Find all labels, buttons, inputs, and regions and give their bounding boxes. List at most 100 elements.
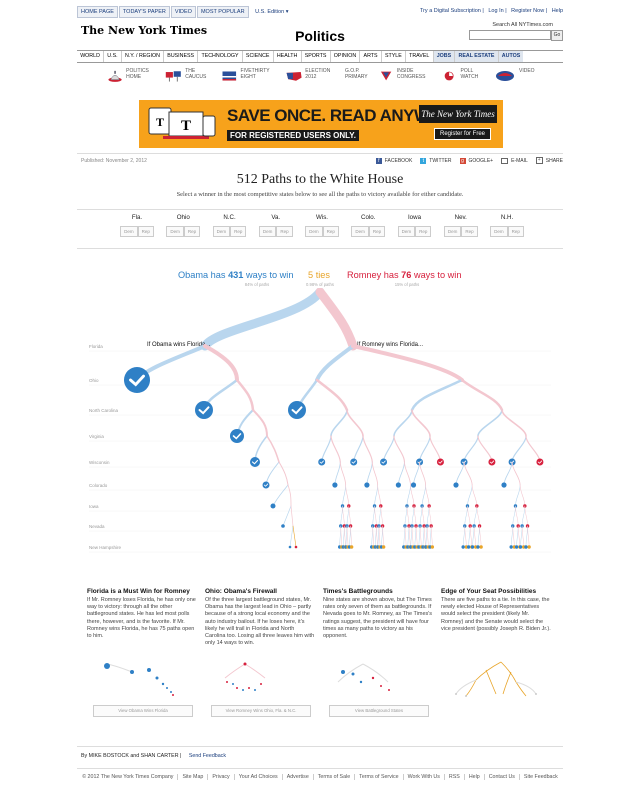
outcome-node[interactable]: [332, 482, 338, 488]
outcome-node[interactable]: [509, 545, 513, 549]
outcome-node[interactable]: [479, 545, 483, 549]
outcome-node[interactable]: [410, 482, 417, 488]
outcome-node[interactable]: [424, 545, 428, 549]
nav-travel[interactable]: TRAVEL: [406, 51, 434, 62]
outcome-node[interactable]: [270, 503, 276, 509]
tab-todays-paper[interactable]: TODAY'S PAPER: [118, 6, 170, 18]
outcome-node[interactable]: [294, 545, 298, 549]
nav-autos[interactable]: AUTOS: [498, 51, 524, 62]
outcome-node[interactable]: [413, 545, 417, 549]
outcome-node[interactable]: [281, 524, 285, 528]
outcome-node[interactable]: [430, 545, 435, 549]
outcome-node[interactable]: [476, 545, 480, 549]
rep-button[interactable]: Rep: [230, 226, 247, 237]
footer-link[interactable]: Terms of Sale: [313, 774, 356, 780]
outcome-node[interactable]: [406, 545, 410, 549]
outcome-node[interactable]: [195, 401, 213, 419]
dem-button[interactable]: Dem: [443, 226, 462, 237]
link-help[interactable]: Help: [551, 8, 563, 14]
outcome-node[interactable]: [318, 458, 326, 466]
outcome-node[interactable]: [488, 458, 496, 466]
outcome-node[interactable]: [524, 545, 528, 549]
view-romney-wins-ohio-button[interactable]: View Romney Wins Ohio, Fla. & N.C.: [211, 705, 311, 717]
dem-button[interactable]: Dem: [258, 226, 277, 237]
nav-style[interactable]: STYLE: [382, 51, 406, 62]
footer-link[interactable]: Help: [464, 774, 485, 780]
rep-button[interactable]: Rep: [368, 226, 386, 237]
outcome-node[interactable]: [395, 482, 401, 488]
subnav-poll-watch[interactable]: POLL WATCH: [441, 68, 484, 96]
rep-button[interactable]: Rep: [461, 226, 478, 237]
nav-real-estate[interactable]: REAL ESTATE: [455, 51, 499, 62]
subnav-the-caucus[interactable]: THE CAUCUS: [165, 68, 211, 96]
rep-button[interactable]: Rep: [183, 226, 201, 237]
view-battleground-states-button[interactable]: View Battleground States: [329, 705, 429, 717]
outcome-node[interactable]: [262, 481, 270, 489]
dem-button[interactable]: Dem: [212, 226, 231, 237]
footer-link[interactable]: Site Feedback: [523, 774, 558, 780]
dem-button[interactable]: Dem: [397, 226, 416, 237]
mini-tree-thumbnails[interactable]: [87, 660, 553, 700]
outcome-node[interactable]: [250, 457, 260, 467]
outcome-node[interactable]: [501, 482, 507, 488]
rep-button[interactable]: Rep: [507, 226, 524, 237]
tab-most-popular[interactable]: MOST POPULAR: [196, 6, 249, 18]
rep-button[interactable]: Rep: [137, 226, 154, 237]
nav-jobs[interactable]: JOBS: [433, 51, 456, 62]
outcome-node[interactable]: [514, 545, 519, 549]
share-more[interactable]: + SHARE: [535, 157, 563, 164]
outcome-node[interactable]: [436, 458, 444, 466]
mini-tree-florida[interactable]: [104, 663, 174, 696]
dem-button[interactable]: Dem: [120, 226, 138, 237]
outcome-node[interactable]: [288, 401, 306, 419]
search-input[interactable]: [469, 30, 551, 40]
outcome-node[interactable]: [350, 458, 358, 466]
subnav-gop-primary[interactable]: G.O.P. PRIMARY: [345, 68, 368, 96]
dem-button[interactable]: Dem: [490, 226, 508, 237]
mini-tree-ohio[interactable]: [224, 662, 266, 692]
outcome-node[interactable]: [364, 482, 370, 488]
nav-arts[interactable]: ARTS: [360, 51, 382, 62]
footer-link[interactable]: RSS: [444, 774, 465, 780]
footer-link[interactable]: Work With Us: [403, 774, 445, 780]
nav-sports[interactable]: SPORTS: [302, 51, 331, 62]
outcome-node[interactable]: [380, 458, 388, 466]
rep-button[interactable]: Rep: [322, 226, 339, 237]
tab-video[interactable]: VIDEO: [170, 6, 196, 18]
nav-technology[interactable]: TECHNOLOGY: [198, 51, 243, 62]
outcome-node[interactable]: [381, 545, 386, 549]
outcome-node[interactable]: [518, 545, 523, 549]
dem-button[interactable]: Dem: [305, 226, 323, 237]
nav-opinion[interactable]: OPINION: [331, 51, 361, 62]
rep-button[interactable]: Rep: [415, 226, 432, 237]
footer-link[interactable]: Privacy: [208, 774, 235, 780]
edition-selector[interactable]: U.S. Edition ▾: [255, 9, 288, 15]
footer-link[interactable]: Terms of Service: [355, 774, 404, 780]
nav-us[interactable]: U.S.: [104, 51, 122, 62]
subnav-inside-congress[interactable]: INSIDE CONGRESS: [378, 68, 432, 96]
share-twitter[interactable]: t TWITTER: [420, 157, 452, 164]
search-go-button[interactable]: Go: [551, 30, 563, 41]
outcome-node[interactable]: [466, 545, 471, 549]
footer-link[interactable]: Contact Us: [484, 774, 520, 780]
send-feedback-link[interactable]: Send Feedback: [188, 753, 226, 759]
view-obama-wins-florida-button[interactable]: View Obama Wins Florida: [93, 705, 193, 717]
nav-world[interactable]: WORLD: [77, 51, 105, 62]
footer-link[interactable]: Your Ad Choices: [234, 774, 283, 780]
nav-science[interactable]: SCIENCE: [243, 51, 274, 62]
share-google[interactable]: g GOOGLE+: [459, 157, 493, 164]
tab-home-page[interactable]: HOME PAGE: [77, 6, 118, 18]
subnav-video[interactable]: VIDEO: [494, 68, 535, 96]
share-email[interactable]: E-MAIL: [501, 157, 528, 164]
outcome-node[interactable]: [421, 545, 425, 549]
outcome-node[interactable]: [349, 545, 354, 549]
dem-button[interactable]: Dem: [166, 226, 184, 237]
outcome-node[interactable]: [124, 367, 150, 393]
subnav-election-2012[interactable]: ELECTION 2012: [285, 68, 335, 96]
outcome-node[interactable]: [461, 545, 465, 549]
subnav-politics-home[interactable]: POLITICS HOME: [107, 68, 155, 96]
subnav-fivethirtyeight[interactable]: FIVETHIRTY EIGHT: [221, 68, 275, 96]
outcome-node[interactable]: [409, 545, 413, 549]
outcome-node[interactable]: [288, 545, 292, 549]
outcome-node[interactable]: [527, 545, 531, 549]
